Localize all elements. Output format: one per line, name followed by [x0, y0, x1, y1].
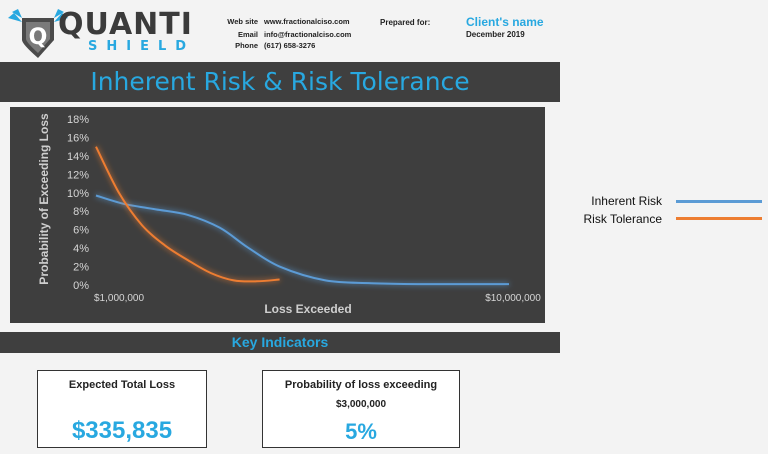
card-threshold: $3,000,000 [335, 399, 387, 410]
legend-label-risk-tolerance: Risk Tolerance [583, 212, 662, 226]
svg-text:Q: Q [29, 25, 48, 50]
loss-probability-card: Probability of loss exceeding $3,000,000… [262, 370, 460, 448]
email-label: Email [237, 30, 258, 39]
card-title: Expected Total Loss [68, 379, 176, 391]
x-tick-label: $1,000,000 [94, 293, 144, 304]
legend-swatch-inherent-risk [676, 200, 762, 203]
website-value[interactable]: www.fractionalciso.com [264, 17, 350, 26]
risk-chart: 0% 2% 4% 6% 8% 10% 12% 14% 16% 18% $1,000,000 $10,… [10, 107, 545, 323]
key-indicators-bar: Key Indicators [0, 332, 560, 353]
y-tick-label: 16% [67, 132, 89, 144]
y-axis-label: Probability of Exceeding Loss [37, 113, 51, 285]
loss-probability-value: 5% [345, 419, 377, 444]
phone-value: (617) 658-3276 [264, 41, 316, 50]
website-label: Web site [227, 17, 258, 26]
title-bar: Inherent Risk & Risk Tolerance [0, 62, 560, 102]
x-tick-label: $10,000,000 [485, 293, 541, 304]
y-tick-label: 14% [67, 151, 89, 163]
series-line-risk-tolerance [95, 146, 280, 283]
logo-wordmark: QUANTI [58, 7, 193, 42]
page-title: Inherent Risk & Risk Tolerance [90, 67, 470, 96]
phone-label: Phone [235, 41, 258, 50]
shield-logo-icon: Q [8, 9, 68, 58]
report-date: December 2019 [466, 30, 525, 39]
client-name: Client's name [466, 15, 544, 29]
y-tick-label: 2% [73, 262, 89, 274]
legend-label-inherent-risk: Inherent Risk [591, 194, 662, 208]
y-tick-label: 12% [67, 169, 89, 181]
x-axis-label: Loss Exceeded [264, 302, 351, 316]
y-tick-label: 8% [73, 206, 89, 218]
y-tick-label: 10% [67, 188, 89, 200]
email-value[interactable]: info@fractionalciso.com [264, 30, 352, 39]
y-tick-label: 0% [73, 280, 89, 292]
series-line-inherent-risk [95, 194, 510, 286]
logo-subtitle: SHIELD [88, 39, 196, 54]
y-tick-label: 18% [67, 114, 89, 126]
risk-chart-svg: 0% 2% 4% 6% 8% 10% 12% 14% 16% 18% $1,000,000 $10,… [37, 113, 541, 316]
key-indicators-title: Key Indicators [231, 334, 329, 350]
expected-loss-value: $335,835 [71, 417, 173, 444]
company-logo: Q [8, 4, 208, 60]
legend-swatch-risk-tolerance [676, 217, 762, 220]
expected-loss-card: Expected Total Loss $335,835 [37, 370, 207, 448]
y-tick-label: 4% [73, 243, 89, 255]
prepared-for-label: Prepared for: [380, 18, 431, 27]
y-tick-label: 6% [73, 225, 89, 237]
card-title: Probability of loss exceeding [284, 379, 438, 391]
